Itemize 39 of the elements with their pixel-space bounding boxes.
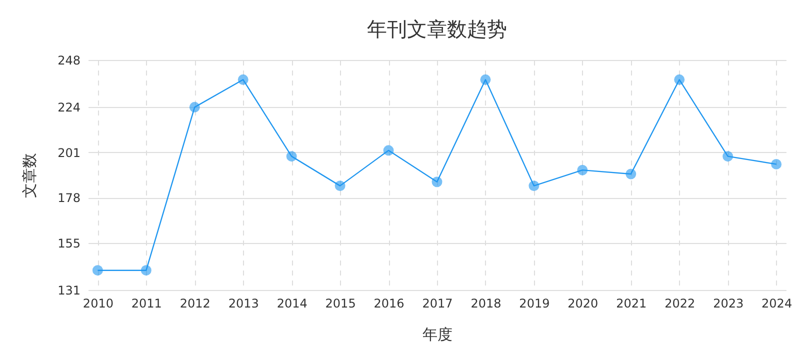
y-axis-title: 文章数 <box>20 153 39 198</box>
y-tick-label: 178 <box>58 191 80 206</box>
x-tick-label: 2021 <box>616 296 647 310</box>
x-tick-label: 2024 <box>762 296 792 310</box>
y-tick-label: 201 <box>58 146 80 160</box>
x-tick-label: 2020 <box>568 296 598 310</box>
point <box>577 164 588 176</box>
chart-title: 年刊文章数趋势 <box>367 17 507 41</box>
point <box>722 151 734 162</box>
x-tick-label: 2023 <box>713 296 744 310</box>
point <box>432 176 442 188</box>
x-tick-label: 2017 <box>422 296 453 310</box>
y-tick-label: 248 <box>58 54 80 68</box>
point <box>771 158 782 170</box>
x-tick-label: 2014 <box>276 296 308 310</box>
x-tick-label: 2011 <box>131 296 162 310</box>
point <box>528 180 540 192</box>
x-tick-label: 2010 <box>82 296 114 310</box>
point <box>674 74 685 85</box>
y-tick-label: 155 <box>58 236 80 250</box>
point <box>140 265 152 276</box>
x-tick-label: 2018 <box>470 296 502 310</box>
x-tick-label: 2015 <box>325 296 356 310</box>
x-tick-label: 2013 <box>228 296 259 310</box>
point <box>92 265 103 276</box>
point <box>383 145 394 156</box>
y-tick-label: 224 <box>58 100 80 115</box>
point <box>480 74 491 85</box>
point <box>238 74 248 85</box>
point <box>626 168 636 180</box>
x-tick-label: 2012 <box>180 296 210 310</box>
x-tick-label: 2022 <box>664 296 696 310</box>
point <box>286 151 297 162</box>
x-tick-label: 2016 <box>374 296 404 310</box>
point <box>189 102 200 112</box>
point <box>334 180 346 192</box>
x-tick-label: 2019 <box>519 296 550 310</box>
x-axis-title: 年度 <box>422 326 452 344</box>
y-tick-label: 131 <box>58 284 80 298</box>
